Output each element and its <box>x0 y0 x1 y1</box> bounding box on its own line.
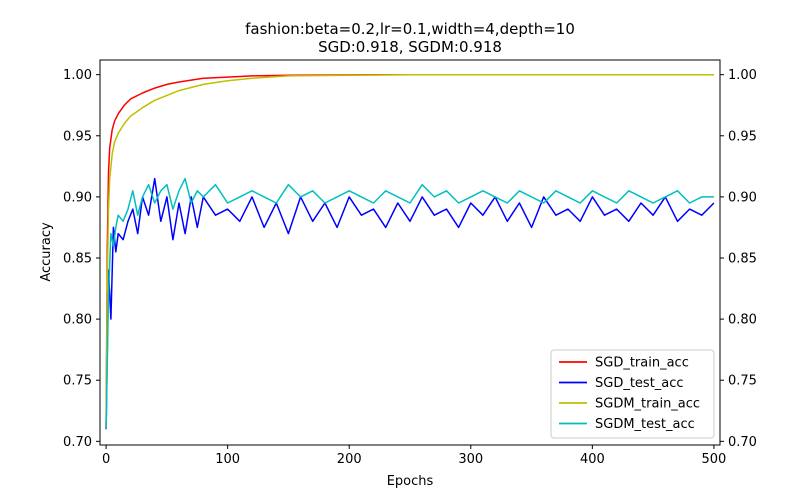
chart-subtitle: SGD:0.918, SGDM:0.918 <box>318 38 502 56</box>
x-tick-label: 0 <box>102 452 110 467</box>
y-tick-label-left: 0.90 <box>63 190 92 205</box>
x-tick-label: 500 <box>702 452 727 467</box>
x-axis-label: Epochs <box>387 474 434 489</box>
y-tick-label-right: 0.75 <box>728 374 757 389</box>
legend-label: SGD_train_acc <box>595 356 689 371</box>
series-line-sgdm-test-acc <box>105 177 714 430</box>
x-tick-label: 100 <box>215 452 240 467</box>
y-tick-label-left: 0.85 <box>63 252 92 267</box>
y-tick-label-right: 1.00 <box>728 68 757 83</box>
y-axis-label: Accuracy <box>39 222 54 282</box>
y-tick-label-left: 0.75 <box>63 374 92 389</box>
legend-label: SGDM_test_acc <box>595 417 695 432</box>
series-line-sgd-test-acc <box>105 177 715 430</box>
series-layer <box>105 73 715 430</box>
y-tick-label-left: 0.80 <box>63 313 92 328</box>
y-tick-label-right: 0.70 <box>728 435 757 450</box>
y-tick-label-left: 0.95 <box>63 129 92 144</box>
y-tick-label-left: 0.70 <box>63 435 92 450</box>
legend-box <box>550 349 715 439</box>
x-tick-label: 200 <box>337 452 362 467</box>
legend-label: SGD_test_acc <box>595 376 684 391</box>
chart-title: fashion:beta=0.2,lr=0.1,width=4,depth=10 <box>245 20 575 38</box>
legend: SGD_train_acc SGD_test_acc SGDM_train_acc S… <box>550 349 715 439</box>
y-tick-label-right: 0.95 <box>728 129 757 144</box>
y-tick-label-right: 0.80 <box>728 313 757 328</box>
y-tick-label-right: 0.85 <box>728 252 757 267</box>
y-tick-label-right: 0.90 <box>728 190 757 205</box>
legend-label: SGDM_train_acc <box>595 397 700 412</box>
y-tick-label-left: 1.00 <box>63 68 92 83</box>
series-line-sgdm-train-acc <box>105 73 714 430</box>
x-tick-label: 400 <box>580 452 605 467</box>
x-tick-label: 300 <box>458 452 483 467</box>
plot-frame <box>99 59 721 446</box>
